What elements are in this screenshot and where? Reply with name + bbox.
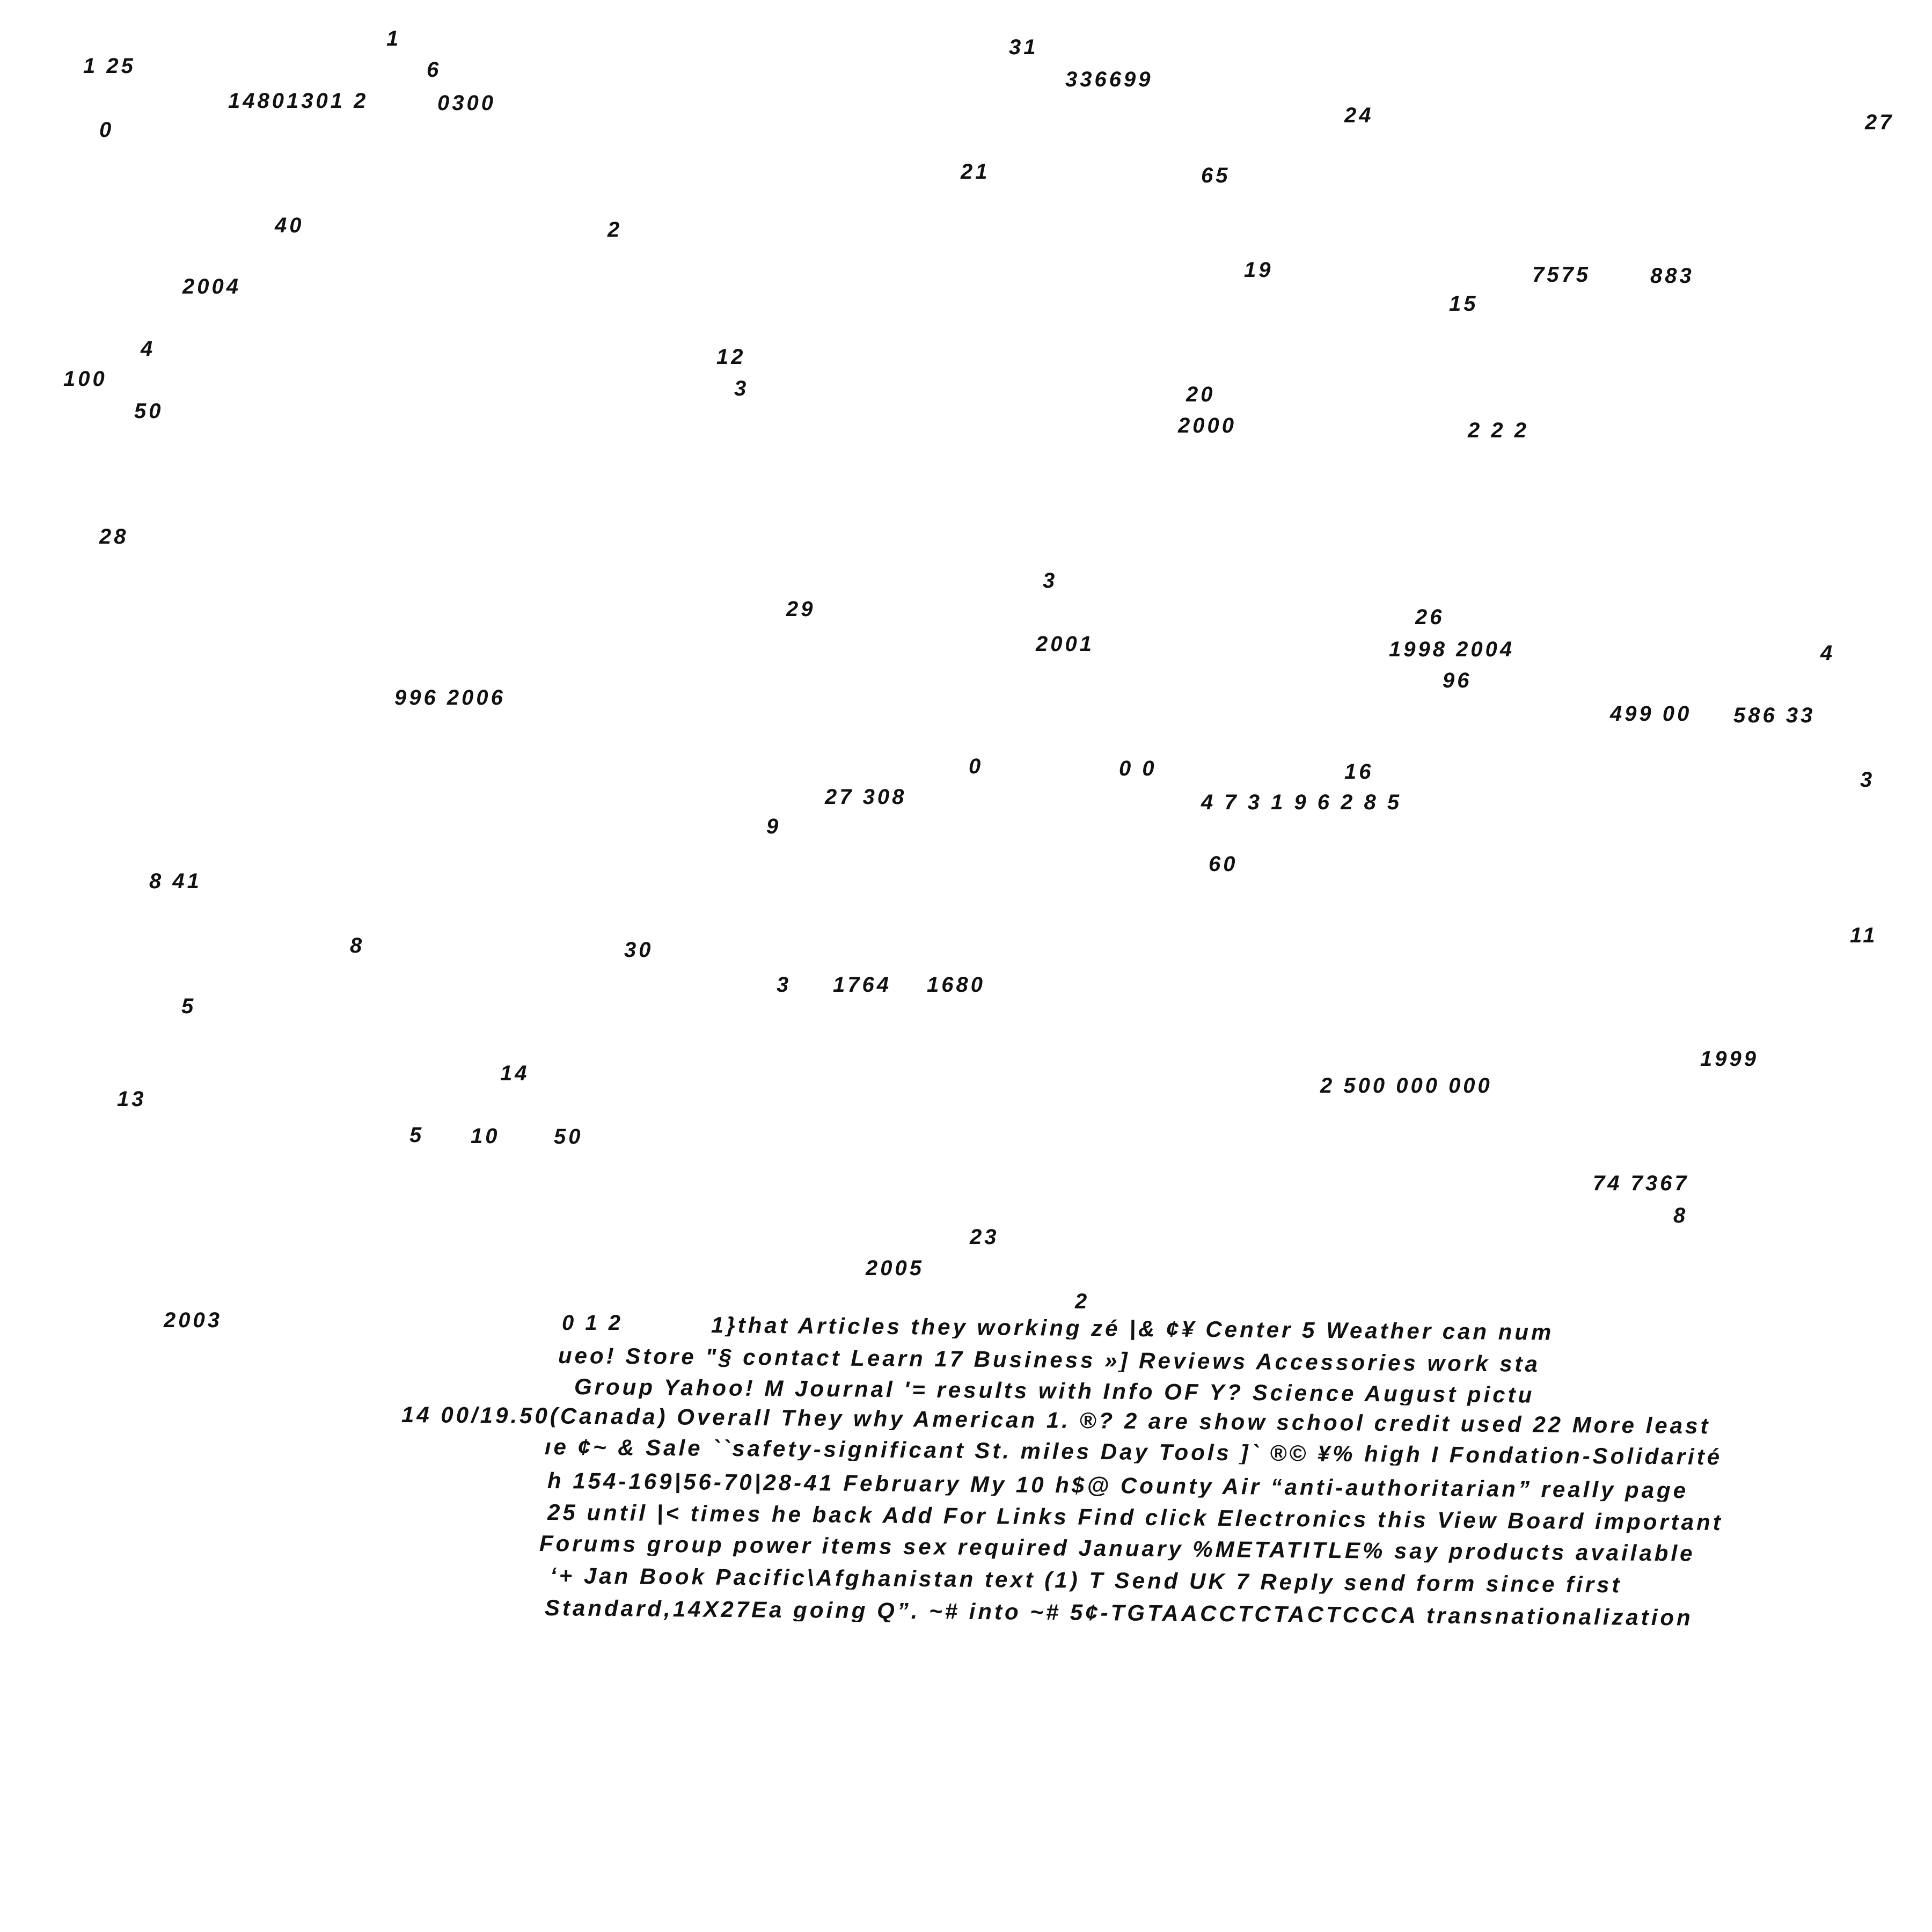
scattered-number: 24 <box>1344 104 1374 127</box>
scattered-number: 3 <box>777 973 792 997</box>
scattered-number: 26 <box>1415 605 1445 629</box>
scattered-number: 27 308 <box>825 785 907 809</box>
scattered-number: 28 <box>99 525 129 548</box>
scattered-number: 1 25 <box>83 54 136 78</box>
scattered-number: 40 <box>275 214 304 237</box>
text-line: 1}that Articles they working zé |& ¢¥ Ce… <box>711 1314 1554 1345</box>
scattered-number: 30 <box>624 938 654 962</box>
scattered-number: 0 <box>969 755 984 778</box>
text-line: Forums group power items sex required Ja… <box>539 1532 1695 1566</box>
text-line: Standard,14X27Ea going Q”. ~# into ~# 5¢… <box>544 1597 1693 1630</box>
scattered-number: 14 <box>500 1062 530 1085</box>
scattered-number: 1 <box>386 27 401 50</box>
scattered-number: 0 <box>99 118 114 142</box>
scattered-number: 1680 <box>927 973 985 997</box>
scattered-number: 2000 <box>1178 414 1236 437</box>
scattered-number: 8 <box>350 934 365 957</box>
scattered-number: 8 41 <box>149 869 202 893</box>
scattered-number: 1998 2004 <box>1389 638 1515 661</box>
scattered-number: 50 <box>134 399 164 423</box>
text-line: ıe ¢~ & Sale ``safety-significant St. mi… <box>544 1436 1723 1470</box>
scattered-number: 0 0 <box>1119 757 1157 780</box>
scattered-number: 4 <box>1820 641 1835 665</box>
scattered-number: 27 <box>1865 111 1894 134</box>
scattered-number: 9 <box>766 815 781 838</box>
scattered-number: 19 <box>1244 258 1274 282</box>
scattered-number: 50 <box>554 1125 583 1148</box>
scattered-number: 883 <box>1650 264 1694 288</box>
scattered-number: 12 <box>716 345 746 369</box>
text-line: 25 until |< times he back Add For Links … <box>547 1501 1723 1535</box>
scattered-number: 336699 <box>1065 68 1153 91</box>
scattered-number: 2 2 2 <box>1468 419 1529 442</box>
scattered-number: 21 <box>961 160 990 184</box>
scattered-number: 0300 <box>437 91 496 115</box>
scattered-number: 4 <box>141 337 156 361</box>
scattered-number: 96 <box>1443 669 1472 692</box>
scattered-number: 100 <box>63 367 107 391</box>
scattered-number: 1999 <box>1700 1047 1759 1071</box>
scattered-number: 2 <box>608 218 623 241</box>
scattered-number: 74 7367 <box>1593 1172 1689 1195</box>
text-line: h 154-169|56-70|28-41 February My 10 h$@… <box>547 1469 1689 1503</box>
scattered-number: 3 <box>1043 569 1058 592</box>
scattered-number: 13 <box>117 1087 147 1111</box>
scattered-number: 16 <box>1344 760 1374 784</box>
scattered-number: 2005 <box>866 1256 924 1280</box>
scattered-number: 6 <box>427 58 442 82</box>
scattered-number: 15 <box>1449 292 1479 316</box>
scattered-number: 65 <box>1201 164 1231 187</box>
scattered-number: 11 <box>1850 924 1878 947</box>
scattered-number: 29 <box>786 597 816 621</box>
scattered-number: 2001 <box>1036 632 1094 656</box>
scattered-number: 10 <box>471 1124 500 1148</box>
scattered-number: 60 <box>1209 852 1238 876</box>
scattered-number: 5 <box>181 994 196 1018</box>
scattered-number: 7575 <box>1532 263 1591 287</box>
scattered-number: 31 <box>1009 35 1038 59</box>
text-line: ueo! Store "§ contact Learn 17 Business … <box>558 1344 1541 1377</box>
scattered-number: 2004 <box>182 275 241 298</box>
scattered-number: 2 <box>1075 1290 1090 1313</box>
scattered-number: 8 <box>1673 1204 1688 1227</box>
scattered-number: 3 <box>734 377 749 400</box>
scattered-number: 0 1 2 <box>562 1311 623 1335</box>
scattered-number: 14801301 2 <box>228 89 369 113</box>
scattered-number: 2003 <box>164 1308 222 1332</box>
scattered-number: 499 00 <box>1610 702 1692 726</box>
scattered-number: 4 7 3 1 9 6 2 8 5 <box>1201 791 1402 814</box>
scattered-number: 20 <box>1186 383 1216 406</box>
text-line: 14 00/19.50(Canada) Overall They why Ame… <box>401 1403 1711 1439</box>
text-line: ‘+ Jan Book Pacific\Afghanistan text (1)… <box>550 1564 1622 1598</box>
scattered-number: 996 2006 <box>394 686 506 709</box>
scattered-number: 5 <box>409 1123 425 1147</box>
scattered-number: 23 <box>970 1225 999 1249</box>
scattered-number: 1764 <box>833 973 891 997</box>
scattered-number: 3 <box>1860 768 1875 792</box>
scattered-number: 2 500 000 000 <box>1320 1074 1492 1097</box>
text-line: Group Yahoo! M Journal '= results with I… <box>574 1375 1535 1408</box>
scattered-number: 586 33 <box>1733 704 1816 727</box>
